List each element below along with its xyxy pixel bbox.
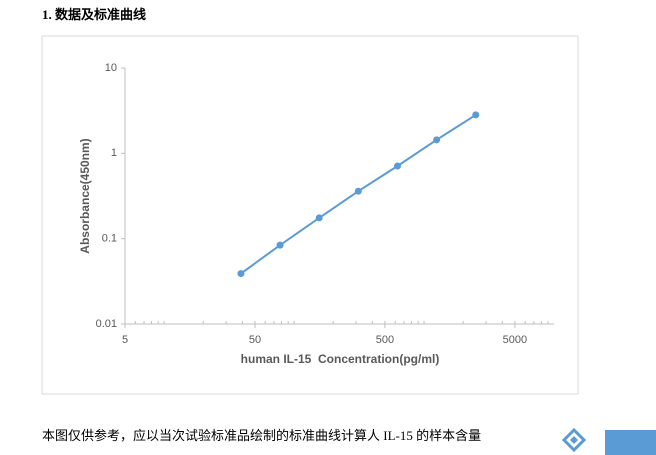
x-tick-label: 5	[122, 334, 128, 346]
y-axis-title: Absorbance(450nm)	[78, 138, 92, 253]
chart-frame	[41, 35, 579, 395]
data-point	[394, 162, 402, 170]
logo	[561, 427, 656, 455]
heading: 1. 数据及标准曲线	[42, 7, 147, 22]
data-point	[315, 214, 323, 222]
x-tick-label: 500	[376, 334, 394, 346]
data-point	[237, 270, 245, 278]
y-tick-label: 0.01	[96, 318, 117, 330]
x-axis-title: human IL-15 Concentration(pg/ml)	[241, 352, 440, 366]
y-tick-label: 1	[111, 147, 117, 159]
caption: 本图仅供参考，应以当次试验标准品绘制的标准曲线计算人 IL-15 的样本含量	[42, 428, 482, 443]
data-point	[472, 111, 480, 119]
data-point	[276, 241, 284, 249]
y-tick-label: 0.1	[102, 233, 117, 245]
data-point	[354, 187, 362, 195]
chart: human IL-15 Concentration(pg/ml) Absorba…	[41, 35, 579, 395]
y-tick-label: 10	[105, 62, 117, 74]
x-tick-label: 50	[249, 334, 261, 346]
data-point	[433, 136, 441, 144]
x-tick-label: 5000	[503, 334, 527, 346]
